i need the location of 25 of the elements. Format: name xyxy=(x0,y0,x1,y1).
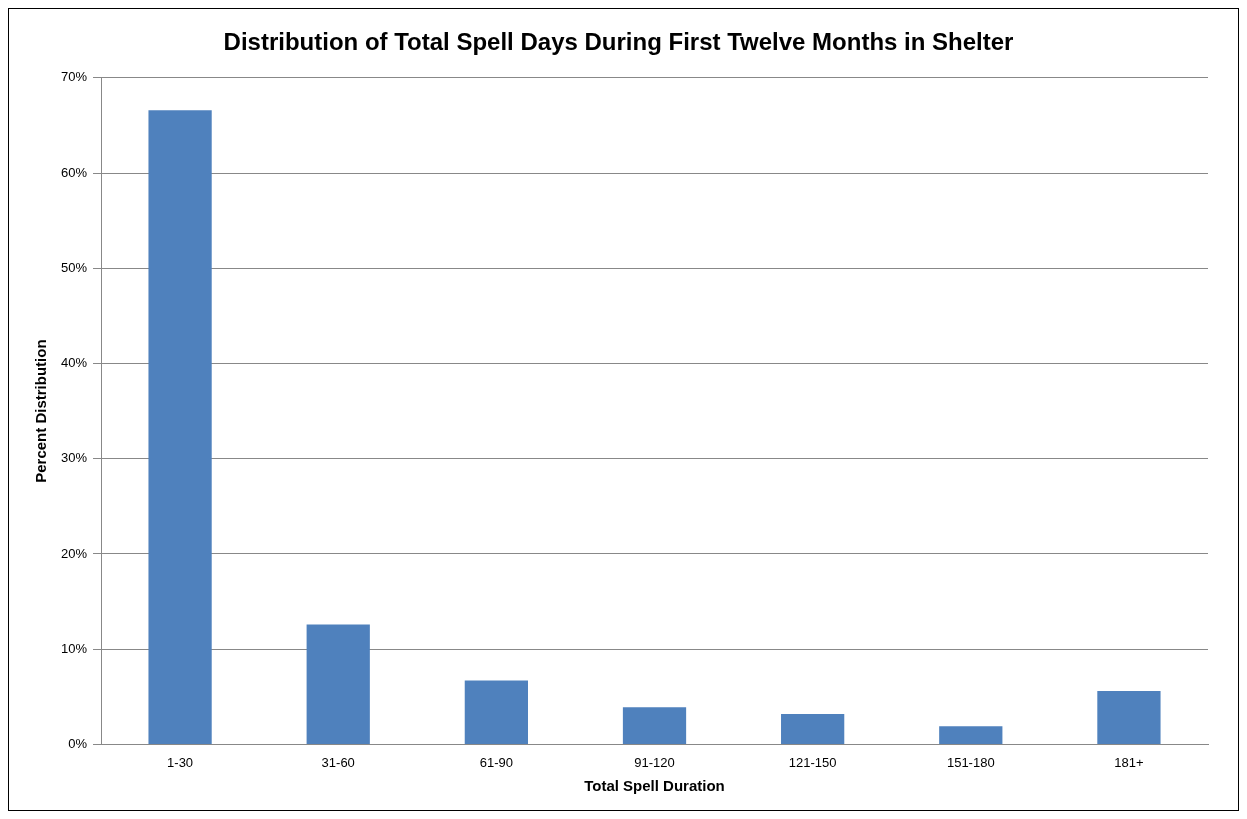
bar xyxy=(1097,691,1161,744)
y-axis-title: Percent Distribution xyxy=(32,339,50,483)
y-tick-label: 60% xyxy=(60,164,88,180)
bar xyxy=(622,707,687,744)
x-tick-label: 181+ xyxy=(1114,754,1144,770)
x-tick-label: 61-90 xyxy=(479,754,513,770)
y-tick-label: 0% xyxy=(68,735,88,751)
x-tick-label: 31-60 xyxy=(321,754,355,770)
y-tick-label: 50% xyxy=(60,259,88,275)
x-tick-label: 121-150 xyxy=(788,754,837,770)
y-tick-label: 10% xyxy=(60,640,88,656)
x-tick-label: 1-30 xyxy=(167,754,194,770)
chart-title: Distribution of Total Spell Days During First Twelve Months in Shelter xyxy=(223,28,1014,56)
x-tick-label: 151-180 xyxy=(946,754,995,770)
bar xyxy=(939,726,1003,744)
bar xyxy=(464,680,528,744)
y-tick-label: 30% xyxy=(60,450,88,466)
x-axis-title: Total Spell Duration xyxy=(584,777,725,795)
x-tick-label: 91-120 xyxy=(634,754,675,770)
y-tick-label: 40% xyxy=(60,355,88,371)
bar xyxy=(306,624,370,744)
y-tick-label: 20% xyxy=(60,545,88,561)
bar xyxy=(781,713,845,744)
y-tick-label: 70% xyxy=(60,69,88,85)
bar xyxy=(148,110,212,744)
